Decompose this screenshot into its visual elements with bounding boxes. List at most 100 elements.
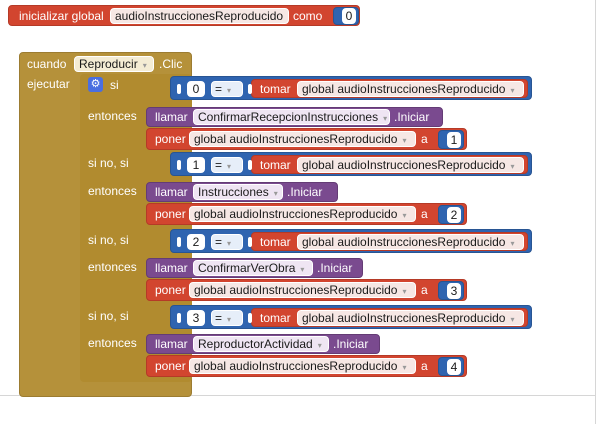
compare-number-field[interactable]: 2	[187, 234, 205, 250]
variable-name-dropdown[interactable]: global audioInstruccionesReproducido ▾	[297, 157, 524, 173]
set-variable-block[interactable]: poner global audioInstruccionesReproducid…	[146, 128, 467, 150]
to-label: a	[421, 283, 428, 297]
initialize-global-block[interactable]: inicializar global audioInstruccionesRep…	[8, 5, 360, 26]
get-label: tomar	[260, 82, 291, 96]
value-number-field[interactable]: 4	[447, 359, 461, 375]
call-label: llamar	[155, 110, 188, 124]
variable-name-dropdown[interactable]: global audioInstruccionesReproducido ▾	[189, 206, 416, 222]
value-number-field[interactable]: 3	[447, 283, 461, 299]
dropdown-arrow-icon: ▾	[510, 162, 515, 171]
call-procedure-block[interactable]: llamar ConfirmarVerObra ▾ .Iniciar	[146, 258, 363, 278]
then-label: entonces	[88, 336, 137, 350]
init-keyword: inicializar global	[19, 9, 104, 23]
get-label: tomar	[260, 311, 291, 325]
value-number-block[interactable]: 2	[438, 205, 464, 224]
set-variable-block[interactable]: poner global audioInstruccionesReproducid…	[146, 279, 467, 301]
value-number-block[interactable]: 3	[438, 281, 464, 300]
value-number-field[interactable]: 1	[447, 132, 461, 148]
get-variable-block[interactable]: tomar global audioInstruccionesReproducid…	[248, 155, 528, 174]
input-socket	[248, 84, 252, 94]
dropdown-arrow-icon: ▾	[300, 265, 305, 274]
variable-name-dropdown[interactable]: global audioInstruccionesReproducido ▾	[297, 81, 524, 97]
input-socket	[177, 160, 181, 170]
call-label: llamar	[155, 185, 188, 199]
init-as-label: como	[293, 9, 323, 23]
variable-name-dropdown[interactable]: global audioInstruccionesReproducido ▾	[297, 234, 524, 250]
compare-number-field[interactable]: 0	[187, 81, 205, 97]
call-label: llamar	[155, 261, 188, 275]
dropdown-arrow-icon: ▾	[402, 211, 407, 220]
procedure-name-dropdown[interactable]: Instrucciones ▾	[193, 184, 283, 200]
dropdown-arrow-icon: ▾	[273, 189, 278, 198]
compare-block[interactable]: 3 = ▾ tomar global audioInstruccionesReprodu…	[170, 305, 532, 329]
mutator-gear-icon[interactable]: ⚙	[88, 77, 103, 92]
input-socket	[177, 84, 181, 94]
compare-block[interactable]: 2 = ▾ tomar global audioInstruccionesReprodu…	[170, 229, 532, 253]
compare-operator-dropdown[interactable]: = ▾	[211, 81, 243, 97]
procedure-name-dropdown[interactable]: ConfirmarVerObra ▾	[193, 260, 313, 276]
init-number-block[interactable]: 0	[333, 7, 359, 25]
to-label: a	[421, 207, 428, 221]
compare-operator-dropdown[interactable]: = ▾	[211, 157, 243, 173]
set-label: poner	[155, 359, 186, 373]
input-socket	[248, 237, 252, 247]
call-procedure-block[interactable]: llamar ReproductorActividad ▾ .Iniciar	[146, 334, 380, 354]
value-number-block[interactable]: 4	[438, 357, 464, 376]
compare-operator-dropdown[interactable]: = ▾	[211, 310, 243, 326]
compare-number-field[interactable]: 1	[187, 157, 205, 173]
variable-name-dropdown[interactable]: global audioInstruccionesReproducido ▾	[189, 358, 416, 374]
set-variable-block[interactable]: poner global audioInstruccionesReproducid…	[146, 355, 467, 377]
method-label: .Iniciar	[333, 337, 369, 351]
else-if-label: si no, si	[88, 156, 129, 170]
input-socket	[177, 313, 181, 323]
get-variable-block[interactable]: tomar global audioInstruccionesReproducid…	[248, 232, 528, 251]
compare-block[interactable]: 0 = ▾ tomar global audioInstruccionesReprodu…	[170, 76, 532, 100]
input-socket	[248, 160, 252, 170]
event-when-label: cuando	[27, 57, 67, 71]
dropdown-arrow-icon: ▾	[227, 162, 232, 171]
call-procedure-block[interactable]: llamar Instrucciones ▾ .Iniciar	[146, 182, 338, 202]
method-label: .Iniciar	[317, 261, 353, 275]
compare-operator-dropdown[interactable]: = ▾	[211, 234, 243, 250]
get-variable-block[interactable]: tomar global audioInstruccionesReproducid…	[248, 79, 528, 98]
dropdown-arrow-icon: ▾	[402, 136, 407, 145]
event-do-label: ejecutar	[27, 77, 70, 91]
set-label: poner	[155, 132, 186, 146]
viewport-border-right	[595, 0, 596, 424]
dropdown-arrow-icon: ▾	[510, 239, 515, 248]
global-variable-name-field[interactable]: audioInstruccionesReproducido	[110, 8, 289, 24]
dropdown-arrow-icon: ▾	[227, 315, 232, 324]
call-procedure-block[interactable]: llamar ConfirmarRecepcionInstrucciones ▾ .I…	[146, 107, 443, 127]
value-number-field[interactable]: 2	[447, 207, 461, 223]
component-dropdown[interactable]: Reproducir ▾	[74, 56, 154, 72]
input-socket	[248, 313, 252, 323]
dropdown-arrow-icon: ▾	[402, 363, 407, 372]
compare-number-field[interactable]: 3	[187, 310, 205, 326]
event-name-label: .Clic	[159, 57, 183, 71]
variable-name-dropdown[interactable]: global audioInstruccionesReproducido ▾	[189, 131, 416, 147]
else-if-label: si no, si	[88, 233, 129, 247]
variable-name-dropdown[interactable]: global audioInstruccionesReproducido ▾	[297, 310, 524, 326]
compare-block[interactable]: 1 = ▾ tomar global audioInstruccionesReprodu…	[170, 152, 532, 176]
get-variable-block[interactable]: tomar global audioInstruccionesReproducid…	[248, 308, 528, 327]
dropdown-arrow-icon: ▾	[510, 315, 515, 324]
then-label: entonces	[88, 260, 137, 274]
get-label: tomar	[260, 235, 291, 249]
init-number-field[interactable]: 0	[342, 8, 356, 24]
value-number-block[interactable]: 1	[438, 130, 464, 149]
if-inner-spacer	[142, 104, 192, 105]
then-label: entonces	[88, 109, 137, 123]
if-label: si	[110, 78, 119, 92]
set-variable-block[interactable]: poner global audioInstruccionesReproducid…	[146, 203, 467, 225]
dropdown-arrow-icon: ▾	[510, 86, 515, 95]
call-label: llamar	[155, 337, 188, 351]
variable-name-dropdown[interactable]: global audioInstruccionesReproducido ▾	[189, 282, 416, 298]
dropdown-arrow-icon: ▾	[142, 61, 147, 70]
dropdown-arrow-icon: ▾	[317, 341, 322, 350]
to-label: a	[421, 359, 428, 373]
dropdown-arrow-icon: ▾	[383, 114, 388, 123]
set-label: poner	[155, 283, 186, 297]
procedure-name-dropdown[interactable]: ConfirmarRecepcionInstrucciones ▾	[193, 109, 390, 125]
procedure-name-dropdown[interactable]: ReproductorActividad ▾	[193, 336, 329, 352]
viewport-border-bottom	[0, 395, 596, 396]
